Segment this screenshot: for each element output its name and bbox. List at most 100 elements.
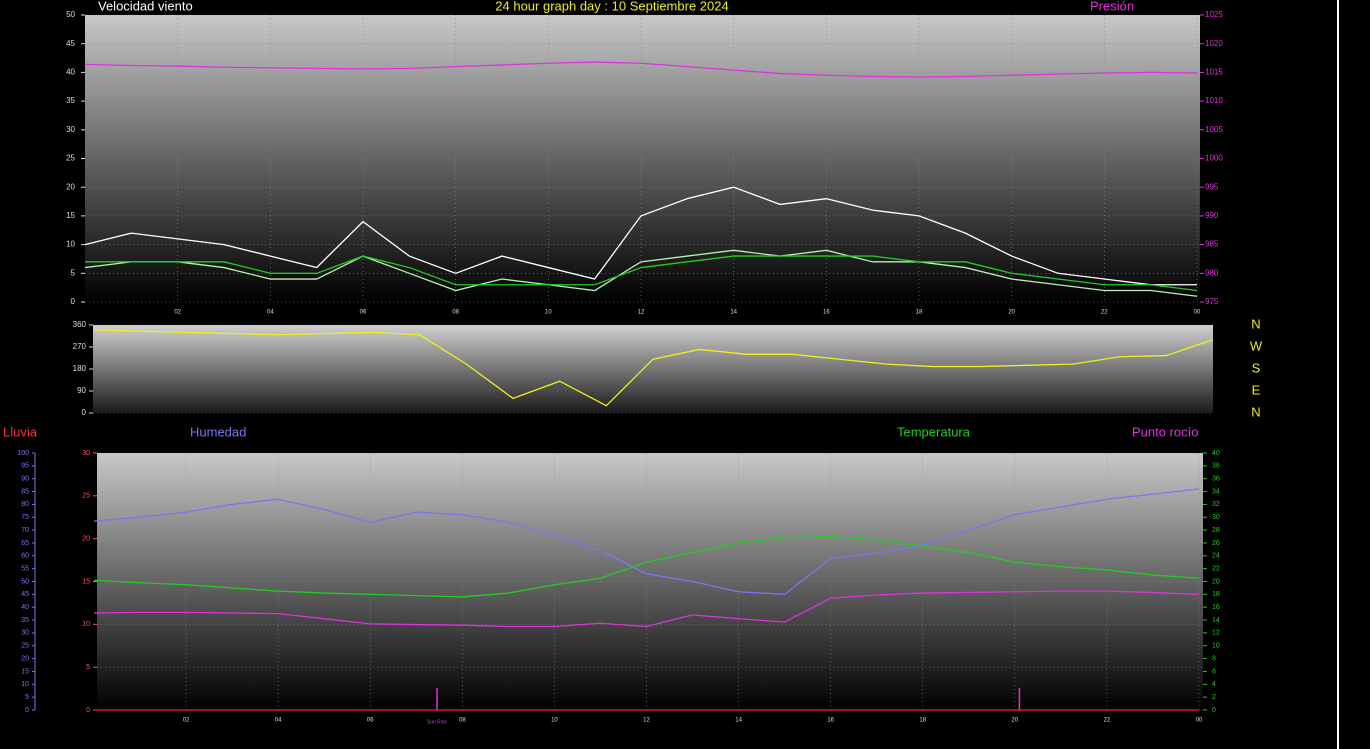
y3-tick-label: 100 — [17, 450, 29, 457]
y3-tick-label: 80 — [21, 501, 29, 508]
y2-tick-label: 40 — [1212, 450, 1220, 457]
x-tick-label: 12 — [643, 718, 650, 724]
y-tick-label: 10 — [82, 621, 90, 628]
y-tick-label: 5 — [71, 268, 76, 277]
y3-tick-label: 70 — [21, 527, 29, 534]
y3-tick-label: 45 — [21, 591, 29, 598]
y3-tick-label: 50 — [21, 578, 29, 585]
x-tick-label: 18 — [919, 718, 926, 724]
series-line — [84, 186, 1197, 286]
y2-tick-label: 22 — [1212, 565, 1220, 572]
y2-tick-label: 2 — [1212, 694, 1216, 701]
x-tick-label: 16 — [827, 718, 834, 724]
y2-tick-label: 1010 — [1205, 96, 1223, 105]
y2-tick-label: N — [1251, 316, 1260, 331]
y-label-text: Lluvia — [3, 424, 38, 439]
x-tick-label: 10 — [545, 310, 552, 316]
y2-tick-label: 0 — [1212, 707, 1216, 714]
y2-tick-label: 975 — [1205, 297, 1219, 306]
y3-tick-label: 5 — [25, 694, 29, 701]
y2-tick-label: 6 — [1212, 668, 1216, 675]
y2-tick-label: S — [1252, 360, 1261, 375]
sun-event-label: Sun Rise — [427, 719, 448, 725]
x-tick-label: 02 — [174, 310, 181, 316]
y2-tick-label: 1015 — [1205, 68, 1223, 77]
y-tick-label: 25 — [82, 493, 90, 500]
y2-tick-label: W — [1250, 338, 1263, 353]
y3-tick-label: 65 — [21, 540, 29, 547]
y-tick-label: 35 — [66, 96, 75, 105]
y-tick-label: 0 — [71, 297, 76, 306]
y3-tick-label: 40 — [21, 604, 29, 611]
y2-tick-label: 985 — [1205, 240, 1219, 249]
series-line — [92, 329, 1214, 407]
y3-tick-label: 20 — [21, 655, 29, 662]
y-tick-label: 40 — [66, 68, 75, 77]
series-line — [84, 61, 1198, 78]
x-tick-label: 04 — [267, 310, 274, 316]
y2-tick-label: 24 — [1212, 553, 1220, 560]
y-tick-label: 90 — [77, 386, 86, 395]
y3-tick-label: 30 — [21, 630, 29, 637]
y2-tick-label: 1025 — [1205, 10, 1223, 19]
series-line — [85, 255, 1198, 292]
y2-tick-label: 36 — [1212, 476, 1220, 483]
x-tick-label: 18 — [916, 310, 923, 316]
y2-tick-label: 18 — [1212, 591, 1220, 598]
y-tick-label: 15 — [82, 578, 90, 585]
x-tick-label: 12 — [638, 310, 645, 316]
x-tick-label: 00 — [1196, 718, 1203, 724]
x-tick-label: 04 — [275, 718, 282, 724]
x-tick-label: 10 — [551, 718, 558, 724]
y2-tick-label: 20 — [1212, 578, 1220, 585]
y-tick-label: 20 — [82, 536, 90, 543]
x-tick-label: 06 — [360, 310, 367, 316]
y2-tick-label: 995 — [1205, 182, 1219, 191]
y2-tick-label: N — [1251, 404, 1260, 419]
y3-tick-label: 85 — [21, 488, 29, 495]
y3-tick-label: 10 — [21, 681, 29, 688]
y3-tick-label: 55 — [21, 565, 29, 572]
y2-tick-label: 34 — [1212, 488, 1220, 495]
series-line — [93, 590, 1200, 628]
series-line — [93, 488, 1200, 596]
y-tick-label: 45 — [66, 39, 75, 48]
y-tick-label: 50 — [66, 10, 75, 19]
y3-tick-label: 35 — [21, 617, 29, 624]
y-tick-label: 5 — [86, 664, 90, 671]
y2-tick-label: 38 — [1212, 463, 1220, 470]
x-tick-label: 08 — [459, 718, 466, 724]
y2-tick-label: 980 — [1205, 268, 1219, 277]
x-tick-label: 14 — [730, 310, 737, 316]
y-tick-label: 30 — [66, 125, 75, 134]
y2-tick-label: 4 — [1212, 681, 1216, 688]
series-line — [93, 535, 1200, 598]
y2-tick-label: 28 — [1212, 527, 1220, 534]
y-2label-text: Presión — [1090, 0, 1134, 13]
series-name: Punto rocío — [1132, 424, 1199, 439]
y3-tick-label: 25 — [21, 643, 29, 650]
x-tick-label: 00 — [1194, 310, 1201, 316]
y3-tick-label: 95 — [21, 463, 29, 470]
y-label-text: Velocidad viento — [98, 0, 193, 13]
y3-tick-label: 15 — [21, 668, 29, 675]
y2-tick-label: 32 — [1212, 501, 1220, 508]
x-tick-label: 08 — [452, 310, 459, 316]
y-tick-label: 0 — [82, 408, 87, 417]
x-tick-label: 22 — [1104, 718, 1111, 724]
y3-tick-label: 0 — [25, 707, 29, 714]
x-tick-label: 02 — [183, 718, 190, 724]
y2-tick-label: 16 — [1212, 604, 1220, 611]
y3-tick-label: 90 — [21, 476, 29, 483]
y2-tick-label: E — [1252, 382, 1261, 397]
x-tick-label: 20 — [1008, 310, 1015, 316]
y2-tick-label: 1000 — [1205, 154, 1223, 163]
y-tick-label: 20 — [66, 182, 75, 191]
title-text: 24 hour graph day : 10 Septiembre 2024 — [495, 0, 728, 13]
y-tick-label: 30 — [82, 450, 90, 457]
y3-tick-label: 60 — [21, 553, 29, 560]
y2-tick-label: 1020 — [1205, 39, 1223, 48]
y2-tick-label: 12 — [1212, 630, 1220, 637]
y-tick-label: 270 — [73, 342, 87, 351]
series-line — [84, 249, 1198, 297]
